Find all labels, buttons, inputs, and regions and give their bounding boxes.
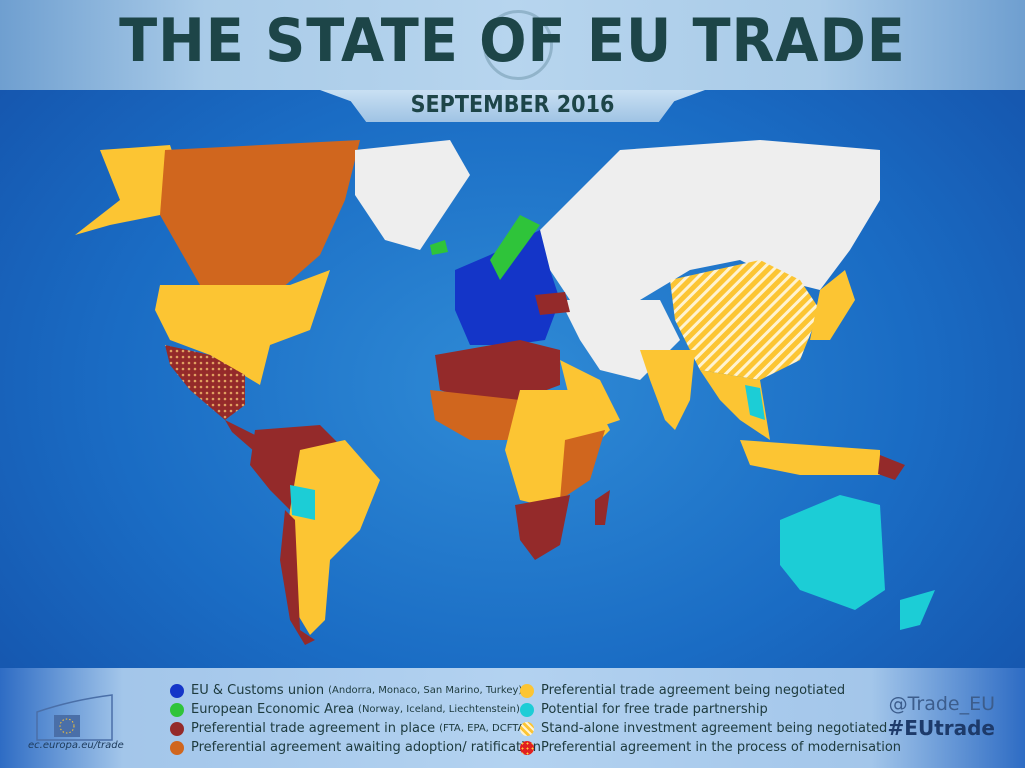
region-bolivia [290,485,315,520]
region-europe [455,230,560,345]
legend-note: (Norway, Iceland, Liechtenstein) [358,704,520,715]
region-japan [810,270,855,340]
region-central-east-africa [505,390,610,510]
region-usa [155,270,330,385]
region-indonesia [740,440,880,475]
region-southern-africa [515,495,570,560]
region-west-africa [430,390,520,440]
legend-label: Preferential trade agreement in place [191,721,436,736]
legend-item-eea: European Economic Area (Norway, Iceland, … [170,700,541,719]
region-papua [878,455,905,480]
region-greenland [355,140,470,250]
date-banner [320,90,705,122]
legend-item-modernisation: Preferential agreement in the process of… [520,738,901,757]
region-iceland [430,240,448,255]
globe-icon [483,10,553,80]
legend-item-potential-fta: Potential for free trade partnership [520,700,901,719]
legend-left-column: EU & Customs union (Andorra, Monaco, San … [170,681,541,757]
region-ukraine [535,292,570,315]
legend-swatch [170,740,184,755]
region-madagascar [595,490,610,525]
page-title: THE STATE OF EU TRADE [119,6,906,76]
legend-label: Preferential agreement awaiting adoption… [191,740,541,755]
legend-swatch-dotted [520,740,534,755]
legend-swatch [170,702,184,717]
region-india [640,350,695,430]
region-brazil-mercosur [285,440,380,635]
twitter-handle[interactable]: @Trade_EU [888,693,995,715]
region-chile [280,510,315,645]
region-alaska [75,145,185,235]
region-australia [780,495,885,610]
hashtag[interactable]: #EUtrade [887,716,995,740]
legend-swatch [520,702,534,717]
legend-swatch [170,721,184,736]
region-new-zealand [900,590,935,630]
legend-swatch [520,683,534,698]
legend-label: Preferential agreement in the process of… [541,740,902,755]
region-canada [160,140,360,290]
legend-right-column: Preferential trade agreement being negot… [520,681,901,757]
region-north-africa [435,340,560,400]
legend-swatch [170,683,184,698]
date-label: SEPTEMBER 2016 [410,92,615,118]
region-china [670,260,820,380]
legend-swatch-hatched [520,721,534,736]
legend-label: European Economic Area [191,702,355,717]
region-vietnam [745,385,765,420]
legend-item-being-negotiated: Preferential trade agreement being negot… [520,681,901,700]
legend-label: EU & Customs union [191,683,325,698]
region-mexico [165,345,245,420]
legend-item-investment-agreement: Stand-alone investment agreement being n… [520,719,901,738]
region-russia-central-asia [540,140,880,300]
legend-label: Preferential trade agreement being negot… [541,683,846,698]
legend-note: (FTA, EPA, DCFTA) [439,723,529,734]
legend-item-fta-in-place: Preferential trade agreement in place (FT… [170,719,541,738]
legend-label: Potential for free trade partnership [541,702,768,717]
region-east-africa [560,430,605,500]
legend-item-eu-customs: EU & Customs union (Andorra, Monaco, San … [170,681,541,700]
legend-label: Stand-alone investment agreement being n… [541,721,888,736]
logo-url: ec.europa.eu/trade [28,740,124,751]
legend-note: (Andorra, Monaco, San Marino, Turkey) [328,685,523,696]
european-commission-logo [36,694,113,741]
legend-item-awaiting-adoption: Preferential agreement awaiting adoption… [170,738,541,757]
region-norway [490,215,540,280]
